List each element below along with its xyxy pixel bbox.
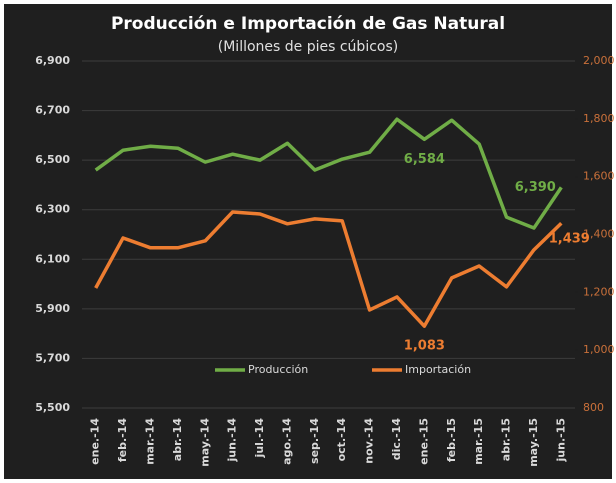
x-tick-label: may.-15	[527, 418, 540, 467]
x-tick-label: ene.-15	[417, 418, 430, 465]
y2-tick-label: 1,200	[583, 285, 615, 298]
legend-label: Importación	[405, 363, 471, 376]
x-tick-label: sep.-14	[308, 418, 321, 464]
x-tick-label: jul.-14	[253, 418, 266, 459]
x-tick-label: jun.-15	[554, 418, 567, 462]
x-tick-label: ago.-14	[280, 418, 293, 465]
x-tick-label: dic.-14	[390, 418, 403, 461]
y-tick-label: 6,300	[35, 203, 70, 216]
x-tick-label: jun.-14	[226, 418, 239, 463]
x-tick-label: feb.-14	[116, 418, 129, 463]
value-label: 1,439	[549, 232, 590, 247]
y-tick-label: 6,900	[35, 54, 70, 67]
x-tick-label: nov.-14	[363, 418, 376, 464]
y-tick-label: 5,700	[35, 351, 70, 364]
x-tick-label: abr.-14	[171, 418, 184, 462]
value-label: 1,083	[404, 339, 445, 354]
y-tick-label: 5,500	[35, 401, 70, 414]
y2-tick-label: 2,000	[583, 54, 615, 67]
x-tick-label: oct.-14	[335, 418, 348, 462]
legend-label: Producción	[248, 363, 308, 376]
value-label: 6,390	[515, 180, 556, 195]
x-tick-label: mar.-14	[143, 418, 156, 465]
value-label: 6,584	[404, 152, 445, 167]
y-tick-label: 6,500	[35, 153, 70, 166]
y2-tick-label: 1,400	[583, 228, 615, 241]
y2-tick-label: 1,600	[583, 170, 615, 183]
x-tick-label: abr.-15	[500, 418, 513, 461]
y2-tick-label: 1,800	[583, 112, 615, 125]
series-line	[94, 117, 563, 230]
chart-title: Producción e Importación de Gas Natural	[111, 14, 505, 34]
y-tick-label: 6,700	[35, 104, 70, 117]
y2-tick-label: 1,000	[583, 343, 615, 356]
x-tick-label: may.-14	[198, 418, 211, 467]
series-line	[94, 210, 563, 328]
x-tick-label: feb.-15	[445, 418, 458, 462]
y-tick-label: 6,100	[35, 252, 70, 265]
chart-subtitle: (Millones de pies cúbicos)	[218, 39, 398, 55]
chart-bg	[4, 4, 612, 479]
y-tick-label: 5,900	[35, 302, 70, 315]
x-tick-label: mar.-15	[472, 418, 485, 465]
y2-tick-label: 800	[583, 401, 604, 414]
x-tick-label: ene.-14	[89, 418, 102, 465]
